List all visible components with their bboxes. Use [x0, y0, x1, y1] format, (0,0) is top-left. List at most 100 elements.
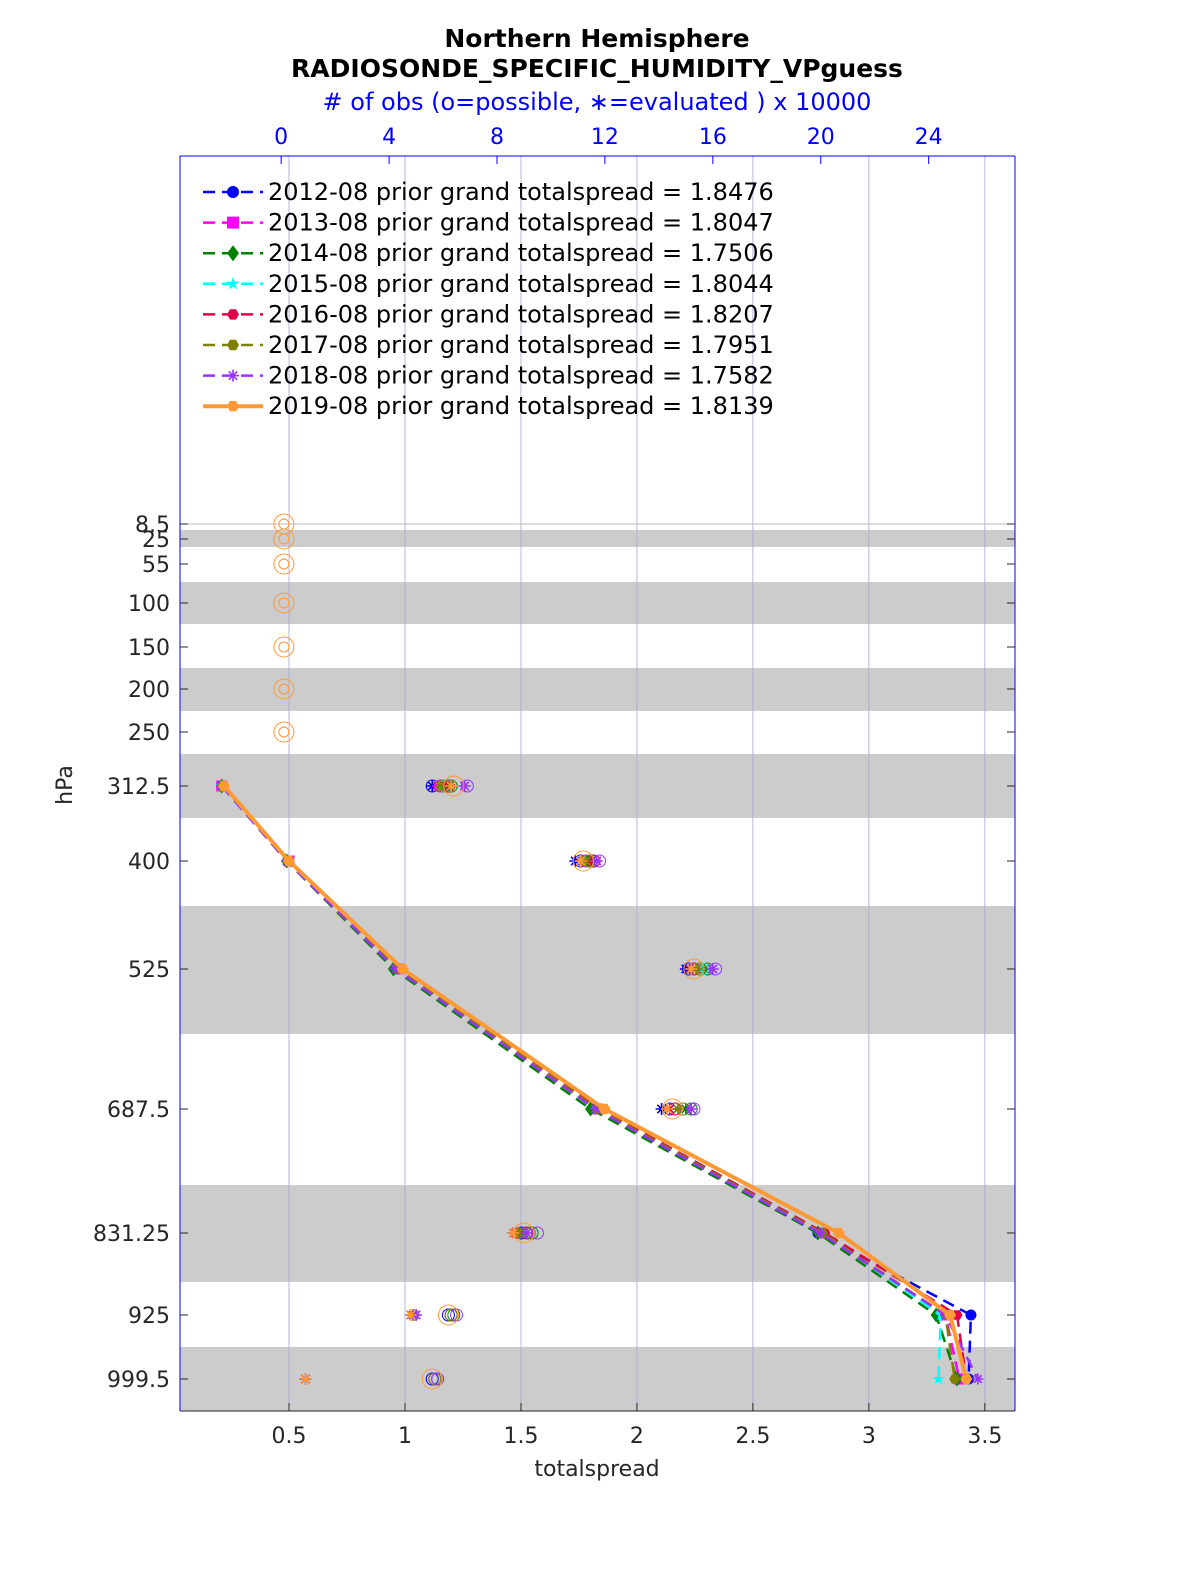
obs-possible-marker: [278, 726, 290, 738]
series-line: [220, 785, 961, 1380]
obs-possible-marker: [278, 597, 290, 609]
top-tick-label: 16: [699, 125, 727, 150]
legend-entry-6: 2017-08 prior grand totalspread = 1.7951: [203, 331, 774, 359]
obs-evaluated-marker: [404, 1309, 417, 1321]
legend-label: 2019-08 prior grand totalspread = 1.8139: [268, 392, 774, 420]
legend-entry-7: 2018-08 prior grand totalspread = 1.7582: [203, 362, 774, 390]
series-5: [216, 781, 972, 1384]
obs-series-3: [299, 779, 714, 1386]
level-band: [180, 1185, 1015, 1282]
legend-marker: [227, 245, 239, 262]
legend-label: 2017-08 prior grand totalspread = 1.7951: [268, 331, 774, 359]
series-8: [218, 780, 973, 1385]
legend: 2012-08 prior grand totalspread = 1.8476…: [203, 178, 774, 420]
top-tick-label: 20: [807, 125, 835, 150]
obs-possible-marker: [431, 1372, 445, 1386]
data-point: [972, 1373, 984, 1385]
data-point: [390, 963, 402, 975]
y-tick-label: 687.5: [107, 1098, 170, 1123]
data-point: [965, 1309, 977, 1321]
obs-evaluated-marker: [520, 1227, 533, 1239]
series-lines: [215, 778, 984, 1387]
obs-evaluated-marker: [445, 780, 458, 792]
y-tick-label: 55: [142, 553, 170, 578]
legend-marker: [227, 309, 239, 320]
series-line: [220, 785, 968, 1380]
obs-series-5: [299, 779, 701, 1386]
top-tick-label: 0: [274, 125, 288, 150]
obs-possible-marker: [425, 1372, 439, 1386]
series-7: [216, 780, 984, 1385]
legend-entry-3: 2014-08 prior grand totalspread = 1.7506: [203, 239, 774, 267]
series-4: [215, 779, 947, 1385]
obs-possible-marker: [273, 678, 295, 700]
data-point: [396, 963, 409, 975]
obs-possible-marker: [444, 1308, 458, 1322]
y-tick-label: 25: [142, 528, 170, 553]
y-tick-label: 999.5: [107, 1368, 170, 1393]
legend-marker: [227, 339, 239, 351]
series-line: [220, 785, 973, 1380]
level-band: [180, 582, 1015, 624]
obs-possible-marker: [421, 1368, 443, 1390]
data-point: [598, 1103, 611, 1115]
obs-evaluated-marker: [507, 1227, 520, 1239]
obs-possible-marker: [683, 958, 705, 980]
y-tick-label: 150: [128, 636, 170, 661]
legend-label: 2018-08 prior grand totalspread = 1.7582: [268, 362, 774, 390]
obs-evaluated-marker: [434, 780, 447, 792]
obs-possible-marker: [278, 558, 290, 570]
data-point: [589, 1103, 601, 1115]
obs-series-1: [299, 779, 696, 1386]
data-point: [960, 1373, 973, 1385]
series-line: [220, 785, 980, 1380]
data-point: [218, 780, 231, 792]
y-tick-label: 250: [128, 721, 170, 746]
y-axis-label: hPa: [53, 765, 78, 805]
obs-possible-marker: [437, 1304, 459, 1326]
legend-label: 2014-08 prior grand totalspread = 1.7506: [268, 239, 774, 267]
series-line: [220, 785, 943, 1380]
data-point: [949, 1374, 961, 1384]
obs-possible-marker: [572, 850, 594, 872]
series-2: [216, 780, 965, 1385]
obs-possible-marker: [273, 592, 295, 614]
obs-possible-marker: [278, 641, 290, 653]
obs-evaluated-marker: [299, 1373, 312, 1385]
y-tick-label: 100: [128, 592, 170, 617]
x-tick-label: 3: [862, 1424, 876, 1449]
top-tick-label: 24: [915, 125, 943, 150]
data-point: [832, 1227, 845, 1239]
legend-marker: [227, 401, 239, 412]
x-tick-label: 2: [630, 1424, 644, 1449]
top-tick-label: 4: [382, 125, 396, 150]
series-line: [220, 785, 956, 1380]
top-axis-label: # of obs (o=possible, ∗=evaluated ) x 10…: [323, 88, 872, 116]
level-band: [180, 530, 1015, 547]
x-tick-label: 1.5: [503, 1424, 538, 1449]
x-tick-label: 1: [398, 1424, 412, 1449]
obs-possible-marker: [273, 528, 295, 550]
series-line: [220, 785, 959, 1380]
legend-marker: [226, 276, 240, 290]
obs-series-4: [299, 779, 709, 1386]
obs-possible-marker: [443, 775, 465, 797]
y-tick-label: 8.5: [135, 513, 170, 538]
y-tick-label: 400: [128, 850, 170, 875]
legend-label: 2015-08 prior grand totalspread = 1.8044: [268, 270, 774, 298]
legend-marker: [227, 186, 239, 198]
legend-entry-1: 2012-08 prior grand totalspread = 1.8476: [203, 178, 774, 206]
obs-series-8: [273, 513, 705, 1390]
obs-evaluated-marker: [685, 963, 698, 975]
level-band: [180, 906, 1015, 1034]
x-tick-label: 2.5: [735, 1424, 770, 1449]
series-1: [216, 780, 977, 1385]
top-tick-label: 12: [591, 125, 619, 150]
legend-entry-2: 2013-08 prior grand totalspread = 1.8047: [203, 209, 774, 237]
obs-possible-marker: [447, 1308, 461, 1322]
legend-entry-4: 2015-08 prior grand totalspread = 1.8044: [203, 270, 774, 298]
level-band: [180, 1347, 1015, 1411]
legend-entry-8: 2019-08 prior grand totalspread = 1.8139: [203, 392, 774, 420]
